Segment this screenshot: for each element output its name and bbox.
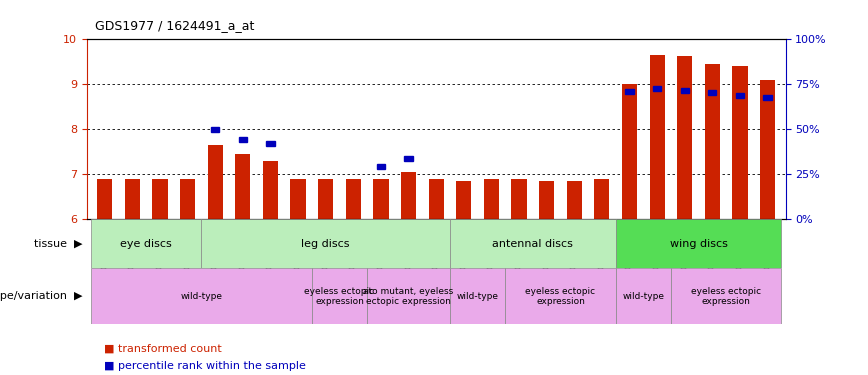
Bar	[263, 161, 278, 219]
Text: eye discs: eye discs	[121, 239, 172, 249]
Text: eyeless ectopic
expression: eyeless ectopic expression	[305, 286, 375, 306]
Bar	[207, 145, 223, 219]
Bar	[483, 179, 499, 219]
Bar	[266, 141, 274, 146]
Text: antennal discs: antennal discs	[492, 239, 573, 249]
Bar	[511, 179, 527, 219]
Text: tissue  ▶: tissue ▶	[34, 239, 82, 249]
Text: wild-type: wild-type	[622, 292, 664, 301]
Text: ■ percentile rank within the sample: ■ percentile rank within the sample	[104, 361, 306, 370]
Bar	[625, 88, 634, 94]
Text: leg discs: leg discs	[301, 239, 350, 249]
Text: GDS1977 / 1624491_a_at: GDS1977 / 1624491_a_at	[95, 19, 255, 32]
Bar	[367, 268, 450, 324]
Bar	[649, 55, 665, 219]
Bar	[235, 154, 251, 219]
Bar	[91, 268, 312, 324]
Bar	[708, 90, 716, 95]
Bar	[539, 181, 555, 219]
Bar	[653, 86, 661, 92]
Text: genotype/variation  ▶: genotype/variation ▶	[0, 291, 82, 301]
Bar	[180, 179, 195, 219]
Bar	[429, 179, 444, 219]
Text: eyeless ectopic
expression: eyeless ectopic expression	[691, 286, 761, 306]
Bar	[736, 93, 744, 98]
Text: ato mutant, eyeless
ectopic expression: ato mutant, eyeless ectopic expression	[364, 286, 454, 306]
Bar	[615, 219, 781, 268]
Text: ■ transformed count: ■ transformed count	[104, 344, 222, 354]
Bar	[211, 127, 220, 132]
Bar	[764, 95, 772, 100]
Bar	[404, 156, 412, 161]
Bar	[377, 164, 385, 169]
Bar	[401, 172, 416, 219]
Bar	[97, 179, 112, 219]
Bar	[760, 80, 775, 219]
Bar	[621, 84, 637, 219]
Bar	[677, 57, 693, 219]
Bar	[91, 219, 201, 268]
Bar	[450, 268, 505, 324]
Text: wild-type: wild-type	[181, 292, 222, 301]
Text: eyeless ectopic
expression: eyeless ectopic expression	[525, 286, 595, 306]
Bar	[457, 181, 471, 219]
Text: wing discs: wing discs	[669, 239, 727, 249]
Bar	[312, 268, 367, 324]
Bar	[373, 179, 389, 219]
Bar	[733, 66, 747, 219]
Bar	[201, 219, 450, 268]
Bar	[450, 219, 615, 268]
Bar	[671, 268, 781, 324]
Bar	[681, 88, 689, 93]
Bar	[567, 181, 582, 219]
Bar	[239, 137, 247, 142]
Bar	[153, 179, 168, 219]
Bar	[345, 179, 361, 219]
Bar	[318, 179, 333, 219]
Bar	[505, 268, 615, 324]
Bar	[615, 268, 671, 324]
Bar	[595, 179, 609, 219]
Bar	[125, 179, 140, 219]
Text: wild-type: wild-type	[457, 292, 498, 301]
Bar	[705, 64, 720, 219]
Bar	[291, 179, 306, 219]
